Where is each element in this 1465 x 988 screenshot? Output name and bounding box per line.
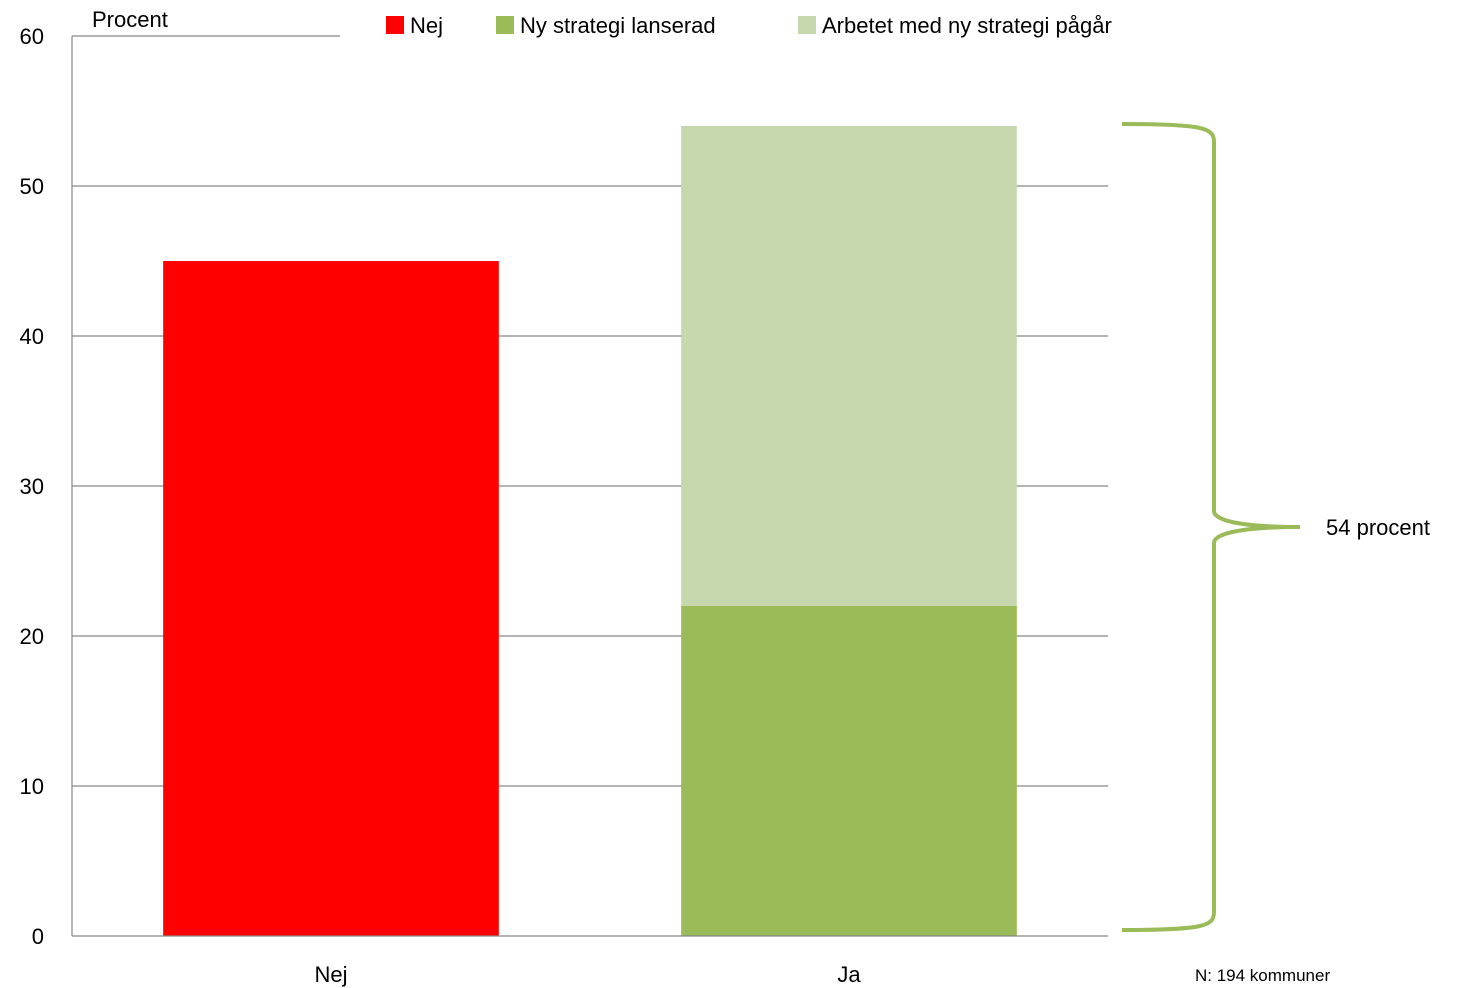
bar-ja-series-2 bbox=[681, 126, 1017, 606]
y-tick-label: 60 bbox=[20, 24, 44, 49]
y-tick-labels: 0 10 20 30 40 50 60 bbox=[20, 24, 44, 949]
legend: Nej Ny strategi lanserad Arbetet med ny st… bbox=[386, 13, 1112, 38]
x-category-label: Nej bbox=[314, 962, 347, 987]
legend-swatch bbox=[798, 16, 816, 34]
bars bbox=[163, 126, 1017, 936]
legend-label: Nej bbox=[410, 13, 443, 38]
axes bbox=[71, 36, 1108, 937]
x-category-labels: Nej Ja bbox=[314, 962, 861, 987]
bar-ja-series-1 bbox=[681, 606, 1017, 936]
y-tick-label: 0 bbox=[32, 924, 44, 949]
legend-label: Ny strategi lanserad bbox=[520, 13, 716, 38]
legend-swatch bbox=[496, 16, 514, 34]
legend-label: Arbetet med ny strategi pågår bbox=[822, 13, 1112, 38]
y-tick-label: 40 bbox=[20, 324, 44, 349]
bar-nej-series-0 bbox=[163, 261, 499, 936]
legend-swatch bbox=[386, 16, 404, 34]
y-tick-label: 10 bbox=[20, 774, 44, 799]
x-category-label: Ja bbox=[837, 962, 861, 987]
y-tick-label: 50 bbox=[20, 174, 44, 199]
y-tick-label: 20 bbox=[20, 624, 44, 649]
y-tick-label: 30 bbox=[20, 474, 44, 499]
sample-size-note: N: 194 kommuner bbox=[1195, 966, 1330, 985]
annotation-label: 54 procent bbox=[1326, 515, 1430, 540]
y-axis-label: Procent bbox=[92, 7, 168, 32]
brace-annotation bbox=[1121, 122, 1301, 932]
annotation: 54 procent bbox=[1121, 122, 1430, 932]
